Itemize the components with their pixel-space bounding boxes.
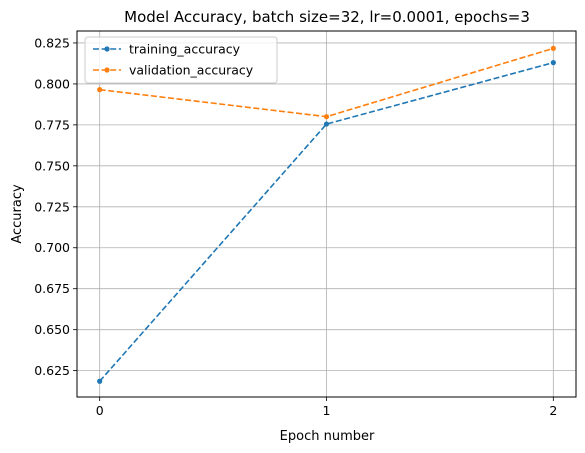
x-axis-label: Epoch number xyxy=(280,429,375,444)
y-axis-label: Accuracy xyxy=(10,184,25,244)
x-tick-label: 1 xyxy=(323,403,331,418)
y-tick-label: 0.625 xyxy=(34,363,70,378)
legend-marker xyxy=(104,67,110,73)
legend-label: training_accuracy xyxy=(129,42,241,57)
data-point-validation-accuracy xyxy=(323,114,330,120)
y-tick-label: 0.825 xyxy=(34,35,70,50)
data-point-validation-accuracy xyxy=(550,45,556,51)
y-tick-label: 0.775 xyxy=(34,117,70,132)
y-tick-label: 0.700 xyxy=(34,240,70,255)
data-point-validation-accuracy xyxy=(97,87,103,93)
series-lines xyxy=(97,45,556,384)
y-tick-label: 0.650 xyxy=(34,322,70,337)
chart-title: Model Accuracy, batch size=32, lr=0.0001… xyxy=(124,8,530,26)
axis-ticks: 0 1 2 0.625 0.650 0.675 0.700 0.725 0.750 0.775 0.… xyxy=(34,35,557,418)
data-point-training-accuracy xyxy=(97,378,103,384)
legend: training_accuracy validation_accuracy xyxy=(84,36,278,84)
legend-label: validation_accuracy xyxy=(129,63,254,78)
legend-marker xyxy=(104,46,110,52)
legend-box xyxy=(84,36,278,84)
x-tick-label: 0 xyxy=(96,403,104,418)
y-tick-label: 0.725 xyxy=(34,199,70,214)
y-tick-label: 0.675 xyxy=(34,281,70,296)
y-tick-label: 0.800 xyxy=(34,76,70,91)
y-tick-label: 0.750 xyxy=(34,158,70,173)
data-point-training-accuracy xyxy=(323,121,330,127)
series-line-training-accuracy xyxy=(99,61,554,382)
data-point-training-accuracy xyxy=(550,60,556,66)
x-tick-label: 2 xyxy=(549,403,557,418)
